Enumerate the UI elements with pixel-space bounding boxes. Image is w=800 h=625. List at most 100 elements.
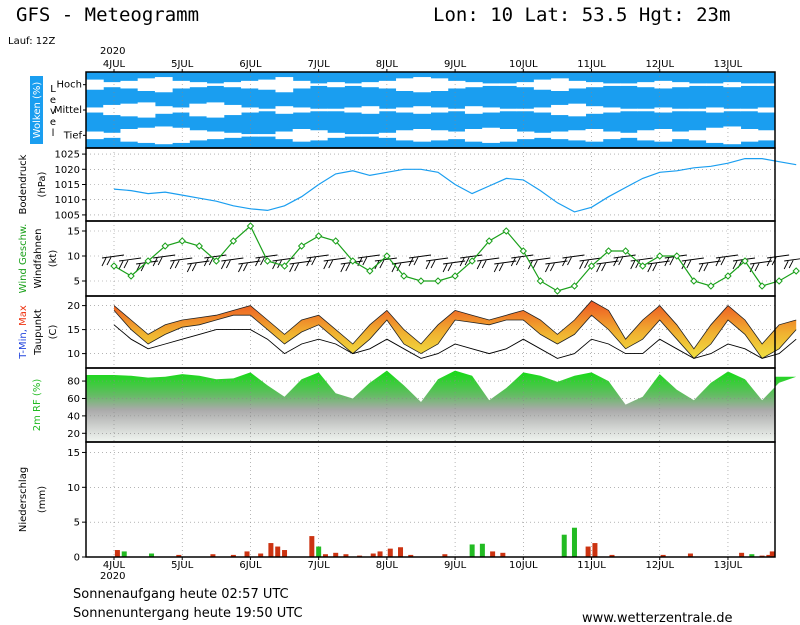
wind-barb-staff — [698, 260, 721, 265]
cloud-gap — [120, 129, 139, 142]
sunset-text: Sonnenuntergang heute 19:50 UTC — [73, 606, 303, 621]
precip-bar — [275, 546, 281, 557]
wind-barb — [408, 254, 432, 267]
wind-barb-flag — [510, 257, 516, 267]
website-link[interactable]: www.wetterzentrale.de — [582, 611, 732, 625]
cloud-gap — [241, 134, 259, 137]
panel-frame — [85, 441, 776, 558]
cloud-gap — [499, 129, 518, 142]
cloud-gap — [706, 107, 724, 113]
wind-barb — [169, 257, 193, 270]
wind-barb-flag — [294, 263, 299, 272]
cloud-gap — [430, 78, 449, 91]
wind-barb — [238, 260, 261, 273]
date-label-top: 10JUL — [509, 59, 538, 70]
axis-label: Windfahnen — [33, 229, 44, 289]
wind-point — [570, 282, 579, 290]
cloud-gap — [396, 130, 414, 141]
wind-barb-staff — [613, 254, 636, 259]
cloud-gap — [86, 79, 104, 90]
date-label-top: 6JUL — [239, 59, 262, 70]
y-tick-label: 15 — [67, 227, 80, 238]
wind-barb — [562, 254, 585, 267]
cloud-gap — [551, 78, 569, 91]
wind-barb — [510, 254, 534, 267]
axis-label: Wind Geschw. — [18, 224, 29, 294]
wind-barb — [118, 257, 142, 270]
cloud-gap — [103, 104, 121, 116]
wind-barb-flag — [260, 257, 265, 266]
wind-barb-flag — [442, 263, 448, 273]
cloud-gap — [189, 130, 208, 141]
tmin-label: T-Min, — [18, 329, 29, 360]
y-tick-label: 15 — [67, 325, 80, 336]
precip-bar — [377, 551, 383, 557]
cloud-gap — [344, 134, 363, 137]
wind-point — [263, 257, 272, 265]
sunrise-text: Sonnenaufgang heute 02:57 UTC — [73, 587, 289, 602]
cloud-gap — [464, 129, 483, 142]
wind-barb-flag — [766, 257, 772, 267]
precip-bar — [398, 547, 404, 557]
wind-barb-flag — [681, 260, 687, 270]
wind-barb-flag — [379, 260, 385, 269]
cloud-gap — [430, 130, 449, 141]
date-label-bottom: 13JUL — [714, 560, 743, 571]
cloud-gap — [447, 108, 466, 112]
wind-barb-flag — [567, 257, 572, 266]
cloud-gap — [103, 132, 121, 138]
cloud-gap — [258, 108, 276, 112]
y-tick-label: 10 — [67, 252, 80, 263]
cloud-gap — [757, 130, 776, 141]
cloud-gap — [154, 77, 173, 93]
cloud-gap — [327, 132, 345, 138]
level-letter: v — [50, 106, 56, 117]
wind-barb-flag — [550, 263, 555, 272]
wind-point — [724, 272, 732, 280]
wind-point — [451, 272, 459, 280]
cloud-gap — [757, 107, 776, 113]
wind-barb-staff — [681, 257, 704, 262]
dewpoint-line — [113, 324, 797, 359]
cloud-gap — [86, 107, 104, 113]
cloud-gap — [499, 83, 518, 86]
cloud-gap — [309, 108, 328, 112]
wind-barb-flag — [498, 263, 504, 272]
wind-barb-flag — [225, 260, 231, 269]
date-label-bottom: 12JUL — [645, 560, 674, 571]
wind-barb-flag — [340, 263, 346, 273]
wind-barb-flag — [579, 260, 584, 270]
wind-barb-flag — [106, 257, 112, 266]
wind-point — [161, 242, 169, 250]
run-info: Lauf: 12Z — [8, 36, 55, 47]
wind-barb-staff — [528, 257, 551, 262]
y-tick-label: 5 — [74, 277, 80, 288]
cloud-gap — [706, 83, 724, 86]
cloud-gap — [619, 108, 638, 112]
wind-barb — [220, 257, 244, 270]
axis-label: 2m RF (%) — [32, 379, 43, 432]
cloud-gap — [551, 131, 569, 140]
wind-barb-staff — [357, 254, 380, 259]
precip-bar — [592, 543, 598, 557]
wind-barb-flag — [669, 257, 675, 266]
cloud-gap — [568, 103, 587, 117]
precip-bar — [121, 551, 127, 557]
wind-barb-flag — [562, 257, 567, 267]
cloud-gap — [516, 108, 535, 112]
date-label-bottom: 5JUL — [171, 560, 194, 571]
precip-bar — [343, 554, 349, 557]
precip-bar — [479, 543, 485, 557]
date-label-bottom: 7JUL — [308, 560, 331, 571]
cloud-gap — [275, 106, 294, 114]
y-tick-label: 1010 — [55, 195, 80, 206]
cloud-gap — [585, 106, 604, 114]
precip-bar — [244, 551, 250, 557]
wind-barb — [255, 254, 278, 267]
wind-barb-staff — [408, 254, 432, 259]
tmin-line — [113, 310, 797, 359]
wind-barb-flag — [527, 260, 533, 270]
wind-point — [178, 237, 186, 245]
cloud-gap — [258, 134, 276, 137]
wind-barb-flag — [323, 260, 329, 270]
